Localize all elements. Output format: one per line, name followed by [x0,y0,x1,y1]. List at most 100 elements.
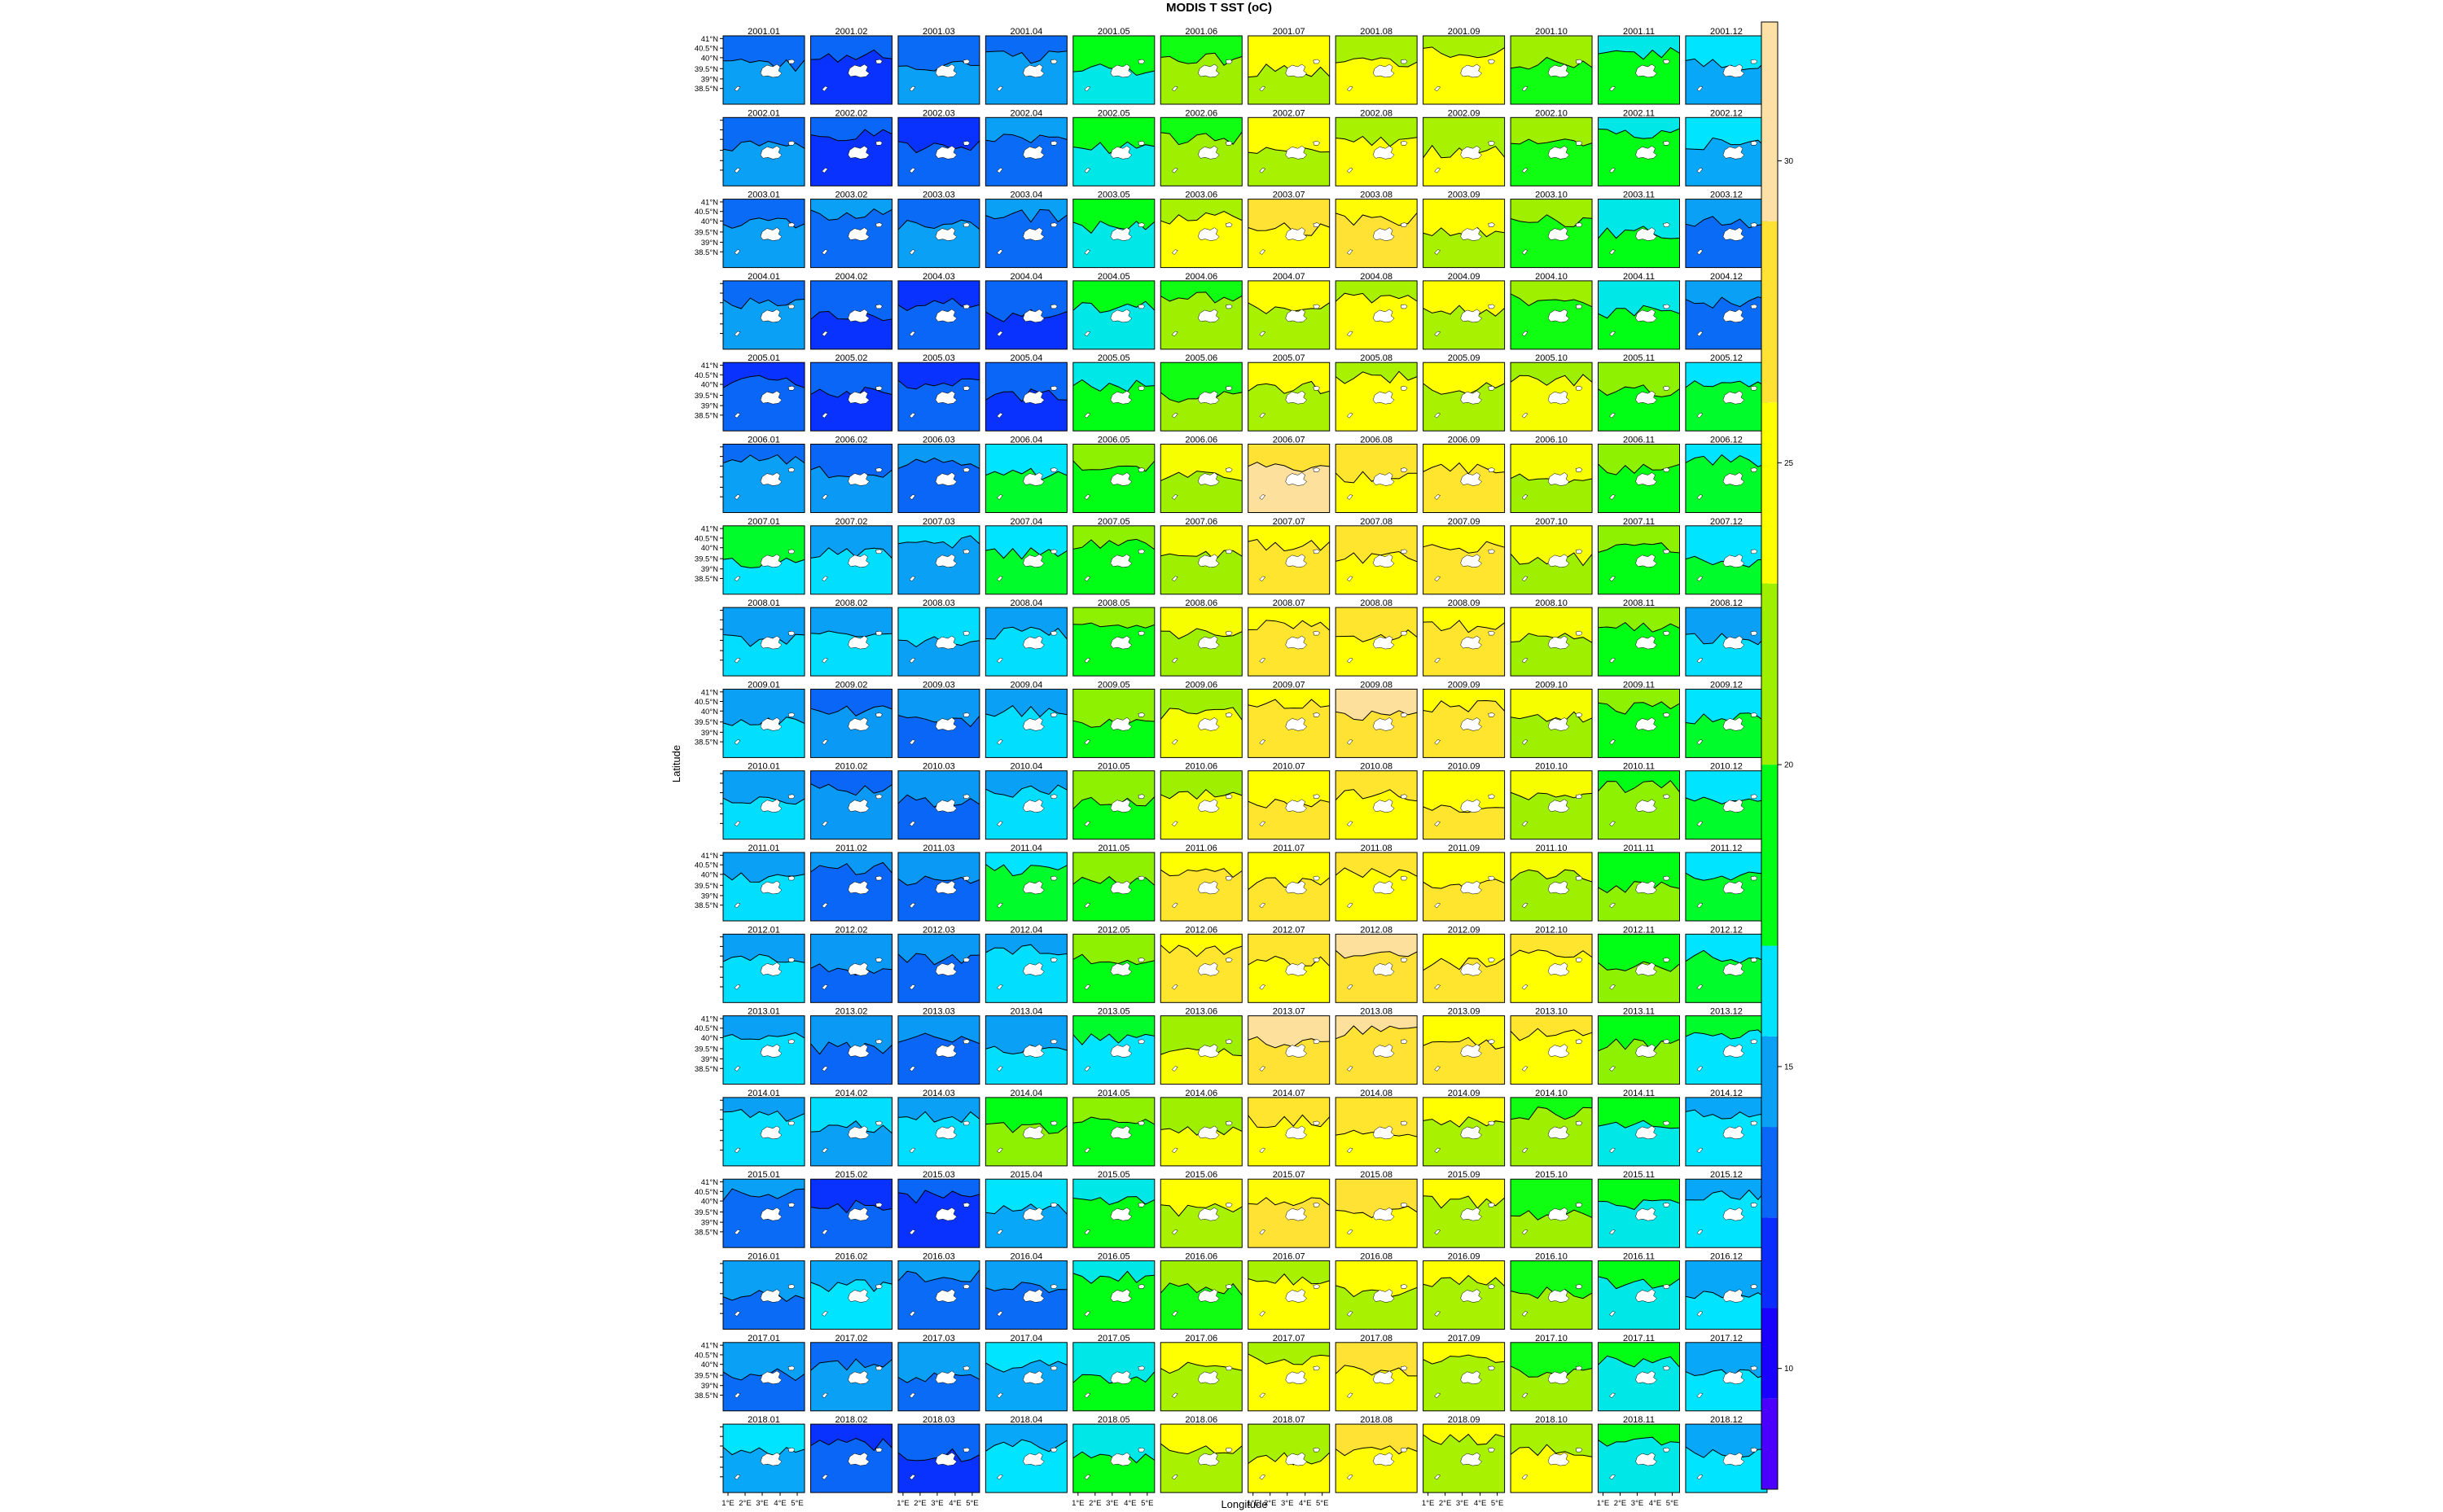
panel-frame [722,35,805,105]
panel-frame [1423,35,1506,105]
ibiza-land [1259,576,1266,582]
ibiza-land [1084,1229,1091,1235]
panel-2006-11: 2006.11 [1598,436,1680,513]
mallorca-land [848,309,870,323]
panel-frame [722,852,805,922]
panel-label: 2015.08 [1360,1170,1393,1180]
lat-tick-label: 38.5°N [695,738,718,747]
lon-tick-label: 5°E [1666,1499,1678,1508]
sst-zone [1598,444,1680,476]
sst-zone [1160,1203,1243,1248]
sst-zone [1248,799,1330,839]
mallorca-land [1285,472,1308,486]
sst-zone [1511,1179,1593,1221]
sst-zone [985,1282,1068,1330]
panel-frame [1423,688,1506,758]
ibiza-land [1434,1392,1441,1399]
isotherm-contour [1598,305,1680,319]
panel-2009-02: 2009.02 [809,680,893,758]
panel-label: 2006.09 [1448,436,1480,445]
menorca-land [1138,1202,1146,1207]
panel-label: 2003.12 [1710,191,1743,200]
isotherm-contour [1598,384,1680,397]
menorca-land [1575,1284,1583,1289]
panel-2006-09: 2006.09 [1423,436,1506,513]
mallorca-land [1110,1370,1133,1385]
ibiza-land [1084,984,1091,990]
menorca-land [1400,59,1408,64]
mallorca-land [1023,390,1045,405]
ibiza-land [996,1066,1003,1072]
isotherm-contour [1160,210,1243,225]
isotherm-contour [1160,789,1243,800]
menorca-land [787,712,796,717]
mallorca-land [1372,635,1395,650]
mallorca-land [1285,1044,1308,1058]
ibiza-land [1434,984,1441,990]
panel-frame [897,852,980,922]
isotherm-contour [897,219,980,230]
panel-2007-08: 2007.08 [1335,517,1418,595]
sst-zone [897,1373,980,1411]
mallorca-land [1023,880,1045,895]
menorca-land [787,1284,796,1289]
panel-2001-12: 2001.12 [1685,27,1768,105]
mallorca-land [1285,64,1308,78]
panel-label: 2014.11 [1623,1089,1655,1098]
panel-frame [897,362,980,432]
menorca-land [1663,1284,1670,1289]
panel-frame [897,444,980,513]
menorca-land [787,467,796,472]
menorca-land [787,222,796,227]
isotherm-contour [1423,620,1505,633]
sst-zone [897,525,980,548]
panel-label: 2013.09 [1448,1007,1480,1017]
panel-2018-09: 2018.09 [1423,1415,1506,1493]
panel-frame [1598,852,1680,922]
panel-frame [985,1015,1068,1085]
panel-label: 2011.11 [1623,844,1654,853]
menorca-land [1313,59,1321,64]
lat-tick-label: 39°N [701,1382,718,1391]
panel-label: 2016.12 [1710,1252,1743,1262]
ibiza-land [1084,412,1091,419]
sst-zone [1423,541,1505,594]
sst-zone [723,634,805,677]
mallorca-land [1372,1452,1395,1466]
ibiza-land [909,249,916,255]
ibiza-land [822,984,828,990]
mallorca-land [935,554,958,568]
lat-tick-label: 39.5°N [695,228,718,237]
ibiza-land [1521,331,1529,337]
panel-frame [809,199,893,269]
sst-zone [985,785,1068,839]
isotherm-contour [810,1120,893,1134]
ibiza-land [1696,1474,1704,1480]
mallorca-land [760,472,783,486]
panel-frame [1510,1423,1593,1493]
menorca-land [875,304,883,309]
panel-label: 2016.04 [1010,1252,1042,1262]
isotherm-contour [1685,296,1767,309]
ibiza-land [1434,1229,1441,1235]
ibiza-land [1259,902,1266,909]
menorca-land [963,1365,971,1371]
panel-2015-10: 2015.10 [1510,1170,1593,1248]
mallorca-land [1460,145,1482,160]
mallorca-land [1197,390,1220,405]
menorca-land [1313,222,1321,227]
panel-frame [1510,280,1593,350]
sst-zone [1160,1444,1243,1493]
ibiza-land [1696,249,1704,255]
mallorca-land [1547,717,1570,731]
mallorca-land [760,64,783,78]
panel-frame [809,607,893,677]
sst-zone [1160,1282,1243,1330]
ibiza-land [1609,1392,1616,1399]
lat-tick-label: 39.5°N [695,718,718,727]
mallorca-land [1023,635,1045,650]
panel-label: 2018.04 [1010,1415,1042,1425]
mallorca-land [760,1452,783,1466]
panel-frame [809,1015,893,1085]
mallorca-land [935,880,958,895]
